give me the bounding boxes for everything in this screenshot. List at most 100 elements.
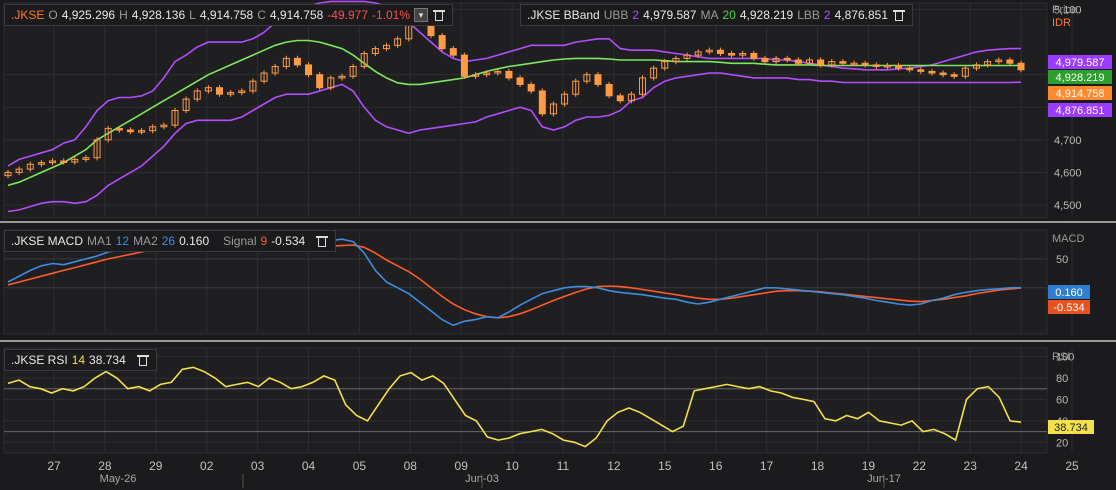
rsi-tick-label: 100 <box>1056 352 1074 364</box>
bband-legend: .JKSE BBand UBB 2 4,979.587 MA 20 4,928.… <box>520 4 913 26</box>
ubb-label: UBB <box>603 8 629 22</box>
x-tick-label: 24 <box>1014 459 1028 473</box>
candle-body <box>772 57 780 63</box>
macd-tick-label: 50 <box>1056 254 1068 266</box>
candle-body <box>572 80 580 95</box>
x-tick-label: 16 <box>709 459 723 473</box>
rsi-line <box>7 366 1022 448</box>
rsi-tick-label: 60 <box>1056 394 1068 406</box>
x-tick-label: 09 <box>455 459 469 473</box>
trash-icon[interactable] <box>315 234 329 248</box>
ma-period: 20 <box>722 8 736 22</box>
x-tick-label: 22 <box>913 459 927 473</box>
candle-body <box>182 98 190 112</box>
price-label-ubb-bg <box>1048 55 1112 69</box>
rsi-period: 14 <box>71 353 86 367</box>
macd-value: 0.160 <box>179 234 210 248</box>
candle-body <box>1006 59 1014 64</box>
candle-body <box>616 95 624 102</box>
candle-body <box>305 64 313 76</box>
dropdown-icon[interactable]: ▾ <box>414 8 429 22</box>
candle-body <box>260 72 268 82</box>
candle-body <box>171 110 179 126</box>
candle-body <box>761 57 769 63</box>
x-tick-label: 18 <box>811 459 825 473</box>
close-value: 4,914.758 <box>269 8 324 22</box>
candle-body <box>850 62 858 66</box>
trash-icon[interactable] <box>892 8 906 22</box>
candle-body <box>160 124 168 128</box>
signal-label: Signal <box>223 234 257 248</box>
candle-body <box>839 61 847 64</box>
signal-label-bg <box>1048 300 1090 314</box>
candle-body <box>438 35 446 50</box>
change-pct: -1.01% <box>372 8 411 22</box>
ma-value: 4,928.219 <box>739 8 794 22</box>
lbb-label: LBB <box>797 8 820 22</box>
ubb-period: 2 <box>632 8 640 22</box>
x-tick-label: 02 <box>200 459 214 473</box>
x-tick-label: 05 <box>353 459 367 473</box>
price-pane <box>3 2 1048 219</box>
candle-body <box>739 52 747 56</box>
rsi-legend: .JKSE RSI 14 38.734 <box>4 349 157 371</box>
candle-body <box>906 67 914 71</box>
candle-body <box>327 77 335 89</box>
candle-body <box>861 62 869 66</box>
candle-body <box>661 61 669 69</box>
price-axis-title: Price <box>1052 4 1077 16</box>
rsi-axis-title: RSI <box>1052 351 1070 363</box>
candle-body <box>705 49 713 53</box>
candle-body <box>293 57 301 66</box>
x-tick-label: 25 <box>1065 459 1079 473</box>
candle-body <box>895 65 903 69</box>
candle-body <box>583 74 591 82</box>
candle-body <box>338 75 346 79</box>
candle-body <box>93 139 101 159</box>
candle-body <box>449 48 457 56</box>
ma2-value: 26 <box>161 234 176 248</box>
candle-body <box>828 61 836 66</box>
candle-body <box>349 66 357 77</box>
ma2-label: MA2 <box>133 234 158 248</box>
high-label: H <box>119 8 128 22</box>
price-label-lbb: 4,876.851 <box>1056 105 1105 117</box>
candle-body <box>516 77 524 85</box>
x-tick-label: 23 <box>964 459 978 473</box>
candle-body <box>494 70 502 74</box>
price-label-lbb-bg <box>1048 103 1112 117</box>
rsi-pane <box>3 347 1048 454</box>
ubb-line <box>7 0 1021 167</box>
candle-body <box>394 38 402 46</box>
trash-icon[interactable] <box>136 353 150 367</box>
trash-icon[interactable] <box>432 8 446 22</box>
open-value: 4,925.296 <box>61 8 116 22</box>
price-label-ma: 4,928.219 <box>1056 72 1105 84</box>
candle-body <box>928 70 936 74</box>
close-label: C <box>257 8 266 22</box>
candle-body <box>249 80 257 92</box>
candle-body <box>672 57 680 63</box>
ma1-value: 12 <box>115 234 130 248</box>
x-tick-label: 11 <box>557 459 570 473</box>
candle-body <box>204 87 212 92</box>
candle-body <box>883 65 891 68</box>
rsi-value: 38.734 <box>89 353 126 367</box>
low-value: 4,914.758 <box>199 8 254 22</box>
candle-body <box>694 51 702 56</box>
candle-body <box>138 130 146 133</box>
price-axis-currency: IDR <box>1052 17 1071 29</box>
candle-body <box>472 74 480 77</box>
ma-label: MA <box>700 8 719 22</box>
candle-body <box>37 162 45 165</box>
x-tick-label: 04 <box>302 459 316 473</box>
symbol-label: .JKSE <box>11 8 45 22</box>
candle-body <box>4 171 12 177</box>
macd-label: 0.160 <box>1055 287 1083 299</box>
candle-body <box>216 87 224 95</box>
candle-body <box>60 160 68 163</box>
x-tick-label: 15 <box>658 459 672 473</box>
macd-axis-title: MACD <box>1052 233 1084 245</box>
price-tick-label: 5,100 <box>1054 5 1082 17</box>
